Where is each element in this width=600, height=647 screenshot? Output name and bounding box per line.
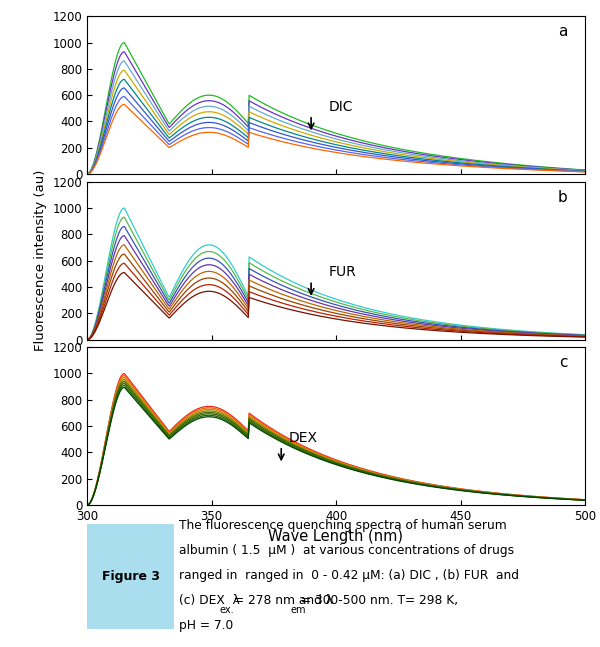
Text: FUR: FUR <box>329 265 356 279</box>
X-axis label: Wave Length (nm): Wave Length (nm) <box>269 529 404 543</box>
Text: b: b <box>558 190 568 204</box>
Text: em: em <box>290 606 306 615</box>
Text: The fluorescence quenching spectra of human serum: The fluorescence quenching spectra of hu… <box>179 519 507 532</box>
Text: DIC: DIC <box>329 100 353 114</box>
Y-axis label: Fluorescence intensity (au): Fluorescence intensity (au) <box>34 170 47 351</box>
Text: (c) DEX  λ: (c) DEX λ <box>179 594 240 607</box>
Text: ex.: ex. <box>219 606 234 615</box>
Text: ranged in  ranged in  0 - 0.42 μM: (a) DIC , (b) FUR  and: ranged in ranged in 0 - 0.42 μM: (a) DIC… <box>179 569 519 582</box>
Text: albumin ( 1.5  μM )  at various concentrations of drugs: albumin ( 1.5 μM ) at various concentrat… <box>179 544 514 557</box>
Text: = 278 nm and λ: = 278 nm and λ <box>235 594 334 607</box>
Text: = 300-500 nm. T= 298 K,: = 300-500 nm. T= 298 K, <box>301 594 458 607</box>
Text: pH = 7.0: pH = 7.0 <box>179 619 233 631</box>
Text: a: a <box>558 24 568 39</box>
Text: DEX: DEX <box>289 430 317 444</box>
Text: Figure 3: Figure 3 <box>101 570 160 583</box>
FancyBboxPatch shape <box>87 524 174 629</box>
Text: c: c <box>559 355 568 370</box>
